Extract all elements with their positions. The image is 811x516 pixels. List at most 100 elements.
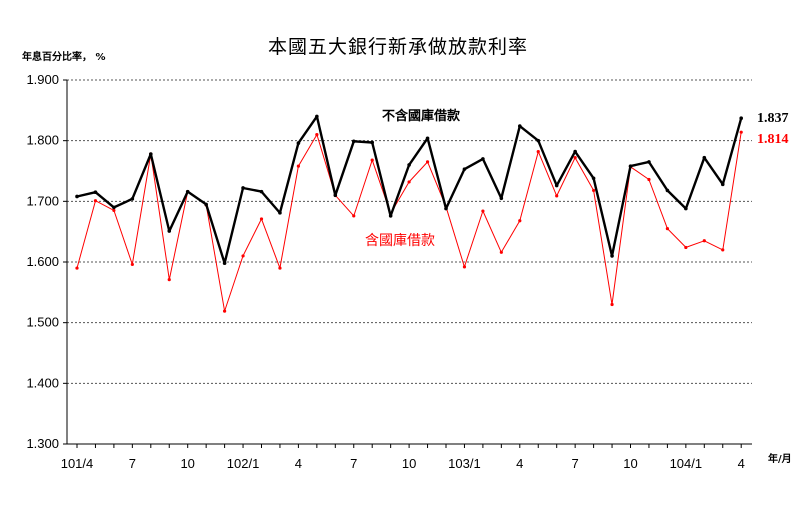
data-point xyxy=(149,152,153,156)
x-tick-labels: 101/4 7 10 102/1 4 7 10 103/1 4 7 10 104/1 4 xyxy=(61,456,745,471)
x-tick-label: 7 xyxy=(129,456,136,471)
data-point xyxy=(647,177,651,182)
data-point xyxy=(665,188,670,193)
data-point xyxy=(721,248,725,252)
end-value-label-excluding-treasury: 1.837 xyxy=(757,111,789,126)
x-tick-label: 4 xyxy=(295,456,302,471)
data-point xyxy=(75,194,79,199)
y-tick-labels: 1.300 1.400 1.500 1.600 1.700 1.800 1.900 xyxy=(26,72,59,451)
data-point xyxy=(278,211,282,215)
data-point xyxy=(278,266,282,270)
y-tick-label: 1.400 xyxy=(26,375,59,390)
data-point xyxy=(739,130,743,134)
series-label-including-treasury: 含國庫借款 xyxy=(365,232,435,249)
data-point xyxy=(628,164,633,168)
data-point xyxy=(315,133,319,137)
data-point xyxy=(702,239,706,243)
data-point xyxy=(573,149,577,154)
data-point xyxy=(702,155,707,160)
data-point xyxy=(112,208,116,213)
data-point xyxy=(462,167,467,171)
data-point xyxy=(610,254,614,258)
y-tick-label: 1.300 xyxy=(26,436,59,451)
end-value-label-including-treasury: 1.814 xyxy=(757,132,789,147)
data-point xyxy=(241,254,245,258)
data-point xyxy=(130,197,135,201)
x-tick-label: 4 xyxy=(516,456,523,471)
data-point xyxy=(425,136,430,141)
data-point xyxy=(518,124,522,128)
series-lines xyxy=(75,114,743,313)
data-point xyxy=(555,194,559,198)
data-point xyxy=(93,199,98,203)
data-point xyxy=(370,140,375,145)
data-point xyxy=(684,206,688,211)
data-point xyxy=(296,141,301,145)
data-point xyxy=(259,189,264,194)
data-point xyxy=(647,160,651,164)
data-point xyxy=(204,202,208,207)
x-tick-label: 10 xyxy=(402,456,416,471)
data-point xyxy=(407,180,411,184)
data-point xyxy=(388,214,393,218)
data-point xyxy=(112,205,116,210)
y-tick-label: 1.900 xyxy=(26,72,59,87)
series-1 xyxy=(75,130,743,313)
x-tick-label: 10 xyxy=(180,456,194,471)
x-tick-label: 102/1 xyxy=(227,456,260,471)
data-point xyxy=(481,157,485,161)
data-point xyxy=(185,189,190,194)
axes xyxy=(63,79,752,448)
data-point xyxy=(370,158,374,162)
chart-title: 本國五大銀行新承做放款利率 xyxy=(268,36,528,58)
data-point xyxy=(296,164,300,168)
x-tick-label: 7 xyxy=(572,456,579,471)
x-tick-label: 4 xyxy=(738,456,745,471)
data-point xyxy=(75,266,79,270)
data-point xyxy=(591,176,596,181)
y-tick-label: 1.600 xyxy=(26,254,59,269)
data-point xyxy=(223,309,227,313)
data-point xyxy=(610,302,614,307)
data-point xyxy=(333,193,338,198)
data-point xyxy=(462,265,467,269)
data-point xyxy=(222,261,227,266)
data-point xyxy=(536,138,541,143)
x-tick-label: 104/1 xyxy=(670,456,703,471)
x-tick-label: 10 xyxy=(623,456,637,471)
data-point xyxy=(684,245,688,250)
data-point xyxy=(739,116,743,121)
data-point xyxy=(167,229,172,233)
data-point xyxy=(130,262,134,267)
x-tick-label: 103/1 xyxy=(448,456,481,471)
x-tick-label: 101/4 xyxy=(61,456,94,471)
data-point xyxy=(536,149,540,154)
data-point xyxy=(444,206,448,211)
data-point xyxy=(425,160,430,164)
x-tick-label: 7 xyxy=(350,456,357,471)
data-point xyxy=(259,217,264,221)
data-point xyxy=(407,163,411,167)
data-point xyxy=(499,250,503,254)
data-point xyxy=(554,183,559,188)
series-label-excluding-treasury: 不含國庫借款 xyxy=(382,108,461,124)
data-point xyxy=(481,209,485,213)
data-point xyxy=(93,190,98,195)
data-point xyxy=(720,182,725,187)
y-axis-unit-label: 年息百分比率， % xyxy=(22,50,106,63)
data-point xyxy=(241,186,245,190)
y-tick-label: 1.700 xyxy=(26,193,59,208)
data-point xyxy=(352,214,356,218)
y-tick-label: 1.500 xyxy=(26,315,59,330)
x-axis-unit-label: 年/月 xyxy=(768,452,792,465)
series-line xyxy=(76,132,742,312)
data-point xyxy=(518,219,522,223)
data-point xyxy=(499,196,504,201)
y-tick-label: 1.800 xyxy=(26,133,59,148)
data-point xyxy=(665,227,670,231)
series-0 xyxy=(75,114,743,266)
data-point xyxy=(167,277,171,282)
data-point xyxy=(592,188,596,193)
data-point xyxy=(573,156,577,160)
